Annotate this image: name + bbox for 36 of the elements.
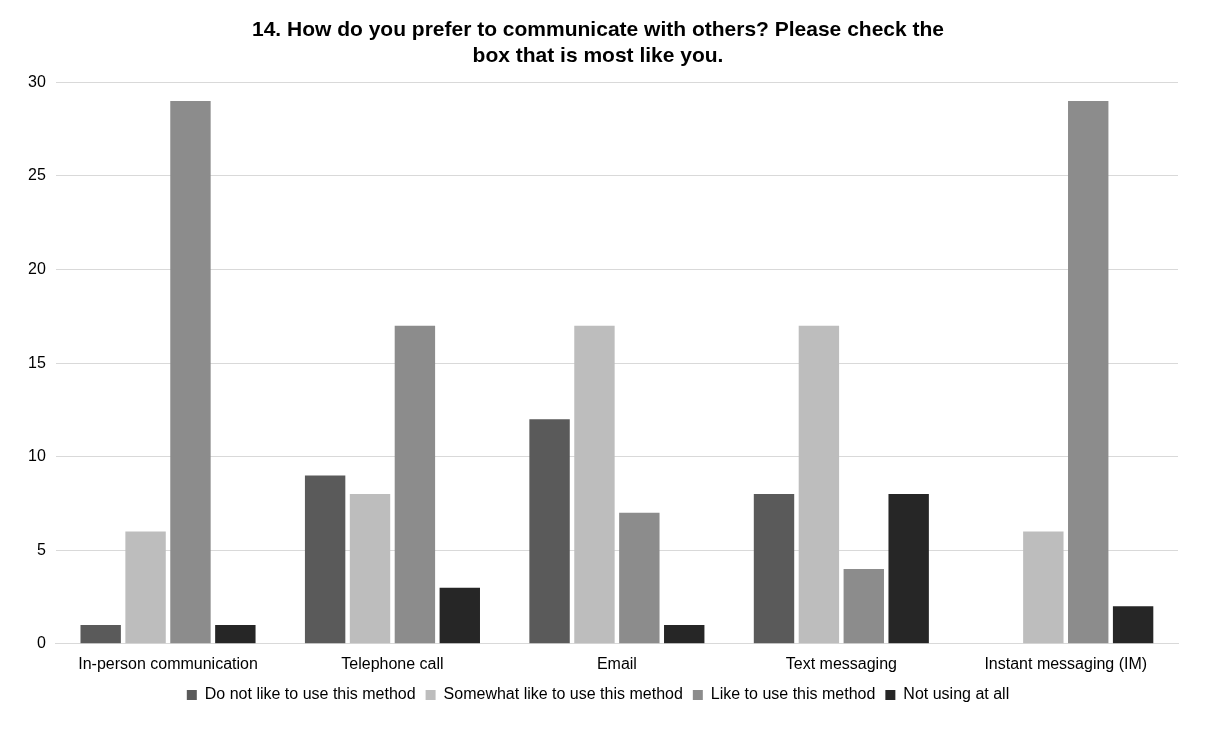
legend-label: Not using at all (903, 685, 1010, 703)
bar (394, 325, 436, 644)
bar (619, 512, 660, 644)
bar (1023, 531, 1064, 644)
bar (304, 475, 346, 644)
bar (798, 325, 840, 644)
y-tick-label: 5 (36, 540, 46, 558)
bar (529, 419, 570, 644)
legend-label: Like to use this method (710, 685, 876, 703)
legend-label: Do not like to use this method (204, 685, 416, 703)
y-tick-label: 15 (28, 353, 46, 371)
y-tick-label: 25 (28, 166, 46, 184)
bar (574, 325, 615, 644)
bar (1112, 606, 1154, 644)
bar (215, 625, 256, 644)
y-tick-label: 30 (28, 72, 46, 90)
x-tick-label: Instant messaging (IM) (984, 654, 1148, 672)
x-tick-label: In-person communication (78, 654, 258, 672)
bar (664, 625, 705, 644)
bar (1068, 101, 1109, 644)
x-tick-label: Telephone call (341, 654, 444, 672)
y-tick-label: 20 (28, 259, 46, 277)
bar (888, 494, 929, 644)
bar (349, 494, 391, 644)
bar (170, 101, 211, 644)
legend-label: Somewhat like to use this method (443, 685, 683, 703)
bar (439, 587, 480, 644)
y-tick-label: 0 (36, 634, 46, 652)
y-tick-label: 10 (28, 447, 46, 465)
chart-title: 14. How do you prefer to communicate with others? Please check the box that is most like you. (251, 17, 945, 66)
x-tick-label: Email (596, 654, 637, 672)
bar (80, 625, 121, 644)
bar (843, 568, 884, 644)
x-tick-label: Text messaging (785, 654, 897, 672)
bar (753, 494, 795, 644)
bar (125, 531, 166, 644)
